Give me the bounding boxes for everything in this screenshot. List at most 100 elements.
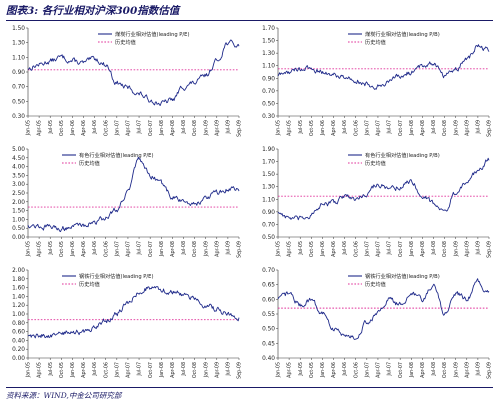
- x-tick-label: Apr-09: [464, 120, 470, 136]
- chart-panel-steel-pb: 0.40 0.45 0.50 0.55 0.60 0.65 0.70 Jan-05 Apr-05…: [250, 264, 496, 386]
- legend-series-label: 有色行业相对估值(leading P/E): [79, 151, 153, 159]
- x-tick-label: Oct-05: [309, 120, 315, 136]
- y-tick-label: 0.00: [12, 356, 25, 362]
- legend-mean-label: 历史均值: [365, 159, 386, 167]
- legend-series-label: 煤炭行业相对估值(leading P/B): [365, 30, 440, 38]
- x-tick-label: Oct-08: [192, 362, 198, 378]
- legend-mean-label: 历史均值: [365, 280, 386, 288]
- y-tick-label: 1.50: [262, 172, 275, 178]
- y-tick-label: 1.50: [12, 209, 25, 215]
- x-tick-label: Apr-05: [287, 241, 293, 257]
- x-tick-label: Apr-06: [331, 120, 337, 136]
- x-tick-label: Oct-05: [309, 362, 315, 378]
- x-tick-label: Apr-07: [376, 120, 382, 136]
- x-tick-label: Jan-07: [114, 241, 120, 257]
- y-tick-label: 4.00: [12, 165, 25, 171]
- y-tick-label: 0.00: [12, 235, 25, 241]
- figure-title: 图表3: 各行业相对沪深300指数估值: [6, 5, 180, 17]
- x-tick-label: Jul-05: [48, 362, 54, 377]
- x-tick-label: Jul-06: [342, 362, 348, 377]
- x-tick-label: Jul-07: [137, 241, 143, 256]
- x-tick-label: Oct-05: [59, 120, 65, 136]
- x-tick-label: Oct-05: [59, 241, 65, 257]
- x-tick-label: Oct-07: [148, 120, 154, 136]
- x-tick-label: Jan-08: [409, 120, 415, 136]
- x-tick-label: Jan-09: [453, 362, 459, 378]
- x-tick-label: Jul-08: [431, 120, 437, 135]
- y-tick-label: 1.30: [262, 185, 275, 191]
- x-tick-label: Apr-08: [170, 362, 176, 378]
- x-tick-label: Oct-08: [442, 120, 448, 136]
- x-tick-label: Apr-05: [37, 120, 43, 136]
- legend-series-label: 钢铁行业相对估值(leading P/E): [79, 272, 153, 280]
- x-tick-label: Jul-09: [225, 241, 231, 256]
- x-tick-label: Jan-08: [159, 241, 165, 257]
- y-tick-label: 0.90: [12, 70, 25, 76]
- x-tick-label: Jan-06: [320, 120, 326, 136]
- x-tick-label: Jul-05: [48, 120, 54, 135]
- x-tick-label: Jan-08: [409, 362, 415, 378]
- x-tick-label: Apr-05: [37, 362, 43, 378]
- x-tick-label: Jan-06: [70, 362, 76, 378]
- y-tick-label: 2.50: [12, 191, 25, 197]
- x-tick-label: Jul-06: [342, 120, 348, 135]
- x-tick-label: Apr-09: [464, 362, 470, 378]
- y-tick-label: 1.70: [262, 26, 275, 32]
- x-tick-label: Jan-09: [203, 362, 209, 378]
- x-tick-label: Jan-07: [364, 120, 370, 136]
- x-tick-label: Jul-08: [181, 120, 187, 135]
- y-tick-label: 0.65: [262, 283, 275, 289]
- x-tick-label: Oct-07: [148, 362, 154, 378]
- legend-series-label: 煤炭行业相对估值(leading P/E): [115, 30, 189, 38]
- series-line: [277, 157, 490, 221]
- x-tick-label: Jan-06: [320, 362, 326, 378]
- figure-source: 资料来源：WIND,中金公司研究部: [6, 391, 122, 400]
- x-tick-label: Oct-07: [398, 362, 404, 378]
- x-tick-label: Jan-08: [409, 241, 415, 257]
- x-tick-label: Apr-08: [420, 362, 426, 378]
- x-tick-label: Jul-08: [181, 241, 187, 256]
- x-tick-label: Jul-08: [431, 362, 437, 377]
- x-tick-label: Jul-06: [92, 241, 98, 256]
- y-tick-label: 1.50: [262, 39, 275, 45]
- x-tick-label: Oct-07: [398, 241, 404, 257]
- y-tick-label: 0.70: [262, 268, 275, 274]
- x-tick-label: Apr-09: [214, 362, 220, 378]
- y-tick-label: 0.50: [12, 99, 25, 105]
- x-tick-label: Oct-08: [192, 120, 198, 136]
- y-tick-label: 1.20: [12, 303, 25, 309]
- x-tick-label: Jul-09: [475, 362, 481, 377]
- x-tick-label: Oct-05: [59, 362, 65, 378]
- y-tick-label: 0.20: [12, 347, 25, 353]
- legend-mean-label: 历史均值: [79, 159, 100, 167]
- y-tick-label: 1.30: [262, 51, 275, 57]
- y-tick-label: 1.60: [12, 286, 25, 292]
- x-tick-label: Jul-05: [298, 362, 304, 377]
- x-tick-label: Jul-09: [225, 362, 231, 377]
- chart-panel-coal-pe: 0.30 0.50 0.70 0.90 1.10 1.30 1.50 Jan-05 Apr-05…: [0, 22, 246, 144]
- x-tick-label: Jul-07: [137, 120, 143, 135]
- chart-panel-metals-pe: 0.00 0.50 1.00 1.50 2.00 2.50 3.00 3.50 4.00 4.50…: [0, 143, 246, 265]
- y-tick-label: 1.70: [262, 160, 275, 166]
- y-tick-label: 0.50: [262, 235, 275, 241]
- x-tick-label: Jan-08: [159, 120, 165, 136]
- bottom-rule: [6, 387, 493, 388]
- x-tick-label: Sep-09: [237, 120, 243, 137]
- y-tick-label: 1.90: [262, 147, 275, 153]
- x-tick-label: Jul-09: [475, 120, 481, 135]
- chart-panel-steel-pe: 0.00 0.20 0.40 0.60 0.80 1.00 1.20 1.40 1.60 1.80…: [0, 264, 246, 386]
- x-tick-label: Apr-06: [331, 362, 337, 378]
- x-tick-label: Apr-07: [376, 362, 382, 378]
- y-tick-label: 0.70: [262, 89, 275, 95]
- y-tick-label: 1.10: [262, 64, 275, 70]
- y-tick-label: 1.40: [12, 294, 25, 300]
- x-tick-label: Apr-05: [287, 362, 293, 378]
- y-tick-label: 0.90: [262, 76, 275, 82]
- legend-mean-label: 历史均值: [79, 280, 100, 288]
- legend-series-label: 钢铁行业相对估值(leading P/B): [365, 272, 440, 280]
- x-tick-label: Jul-07: [387, 241, 393, 256]
- x-tick-label: Apr-09: [214, 241, 220, 257]
- x-tick-label: Jul-07: [387, 362, 393, 377]
- series-line: [27, 39, 240, 106]
- x-tick-label: Oct-08: [442, 362, 448, 378]
